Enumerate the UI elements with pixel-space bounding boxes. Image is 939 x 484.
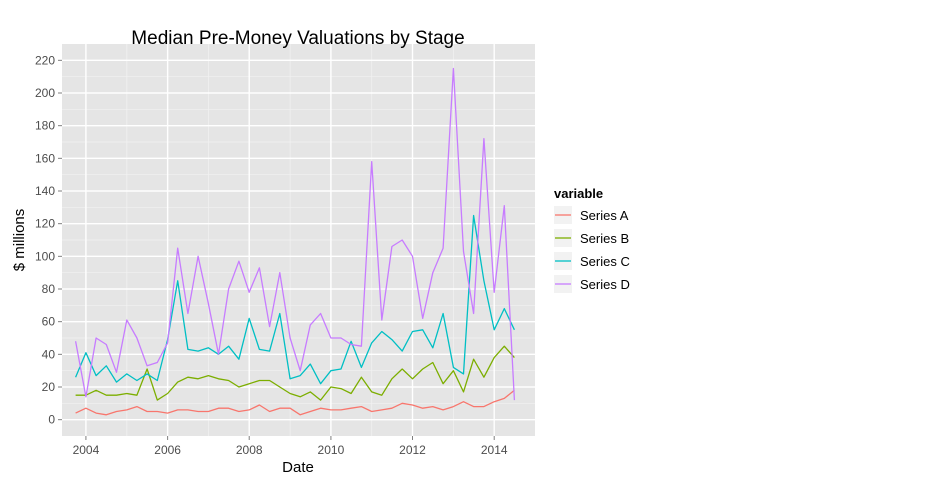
x-tick-label: 2014 <box>481 443 508 457</box>
series-line-series-c <box>75 214 515 385</box>
x-tick-label: 2008 <box>236 443 263 457</box>
legend-title: variable <box>554 186 603 201</box>
series-lines <box>74 67 516 416</box>
legend-label-series-a: Series A <box>580 208 629 223</box>
y-tick-label: 20 <box>42 380 56 394</box>
y-tick-label: 200 <box>35 86 55 100</box>
x-axis-title: Date <box>282 459 314 476</box>
y-tick-label: 120 <box>35 217 55 231</box>
y-tick-label: 100 <box>35 249 55 263</box>
y-tick-label: 0 <box>48 413 55 427</box>
y-tick-label: 40 <box>42 347 56 361</box>
legend-label-series-c: Series C <box>580 254 630 269</box>
y-tick-label: 60 <box>42 315 56 329</box>
y-tick-label: 160 <box>35 151 55 165</box>
x-tick-label: 2010 <box>318 443 345 457</box>
y-axis-title: $ millions <box>11 209 28 272</box>
series-line-series-d <box>74 67 516 401</box>
legend-label-series-b: Series B <box>580 231 629 246</box>
y-tick-label: 80 <box>42 282 56 296</box>
series-line-series-a <box>75 389 515 416</box>
legend-label-series-d: Series D <box>580 277 630 292</box>
series-line-series-b <box>75 345 515 401</box>
y-tick-label: 220 <box>35 53 55 67</box>
y-tick-label: 180 <box>35 119 55 133</box>
legend: variable Series A Series B Series C Series … <box>554 186 630 293</box>
x-tick-label: 2006 <box>154 443 181 457</box>
y-tick-label: 140 <box>35 184 55 198</box>
y-axis-ticks: 0 20 40 60 80 100 120 140 160 180 200 220 <box>35 53 62 427</box>
x-axis-ticks: 2004 2006 2008 2010 2012 2014 <box>73 436 508 457</box>
x-tick-label: 2004 <box>73 443 100 457</box>
chart-title: Median Pre-Money Valuations by Stage <box>131 28 464 49</box>
x-tick-label: 2012 <box>399 443 426 457</box>
